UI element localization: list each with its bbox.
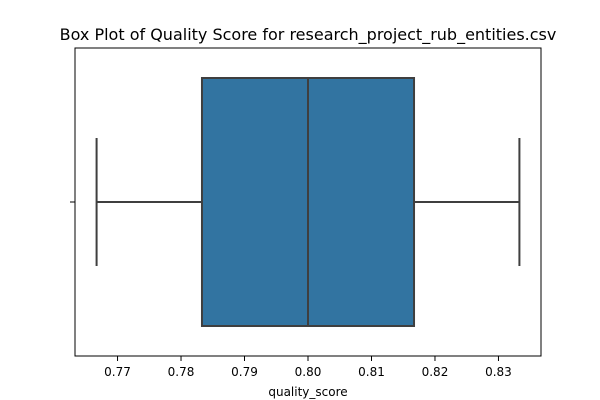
x-tick-label: 0.80 (295, 365, 322, 379)
x-tick-label: 0.79 (231, 365, 258, 379)
x-tick-label: 0.81 (358, 365, 385, 379)
x-tick-label: 0.78 (168, 365, 195, 379)
x-axis-ticks: 0.77 0.78 0.79 0.80 0.81 0.82 0.83 (104, 356, 512, 379)
x-tick-label: 0.77 (104, 365, 131, 379)
x-tick-label: 0.82 (422, 365, 449, 379)
chart-title: Box Plot of Quality Score for research_p… (60, 25, 557, 45)
x-axis-label: quality_score (268, 385, 347, 399)
x-tick-label: 0.83 (485, 365, 512, 379)
plot-area (95, 77, 521, 327)
